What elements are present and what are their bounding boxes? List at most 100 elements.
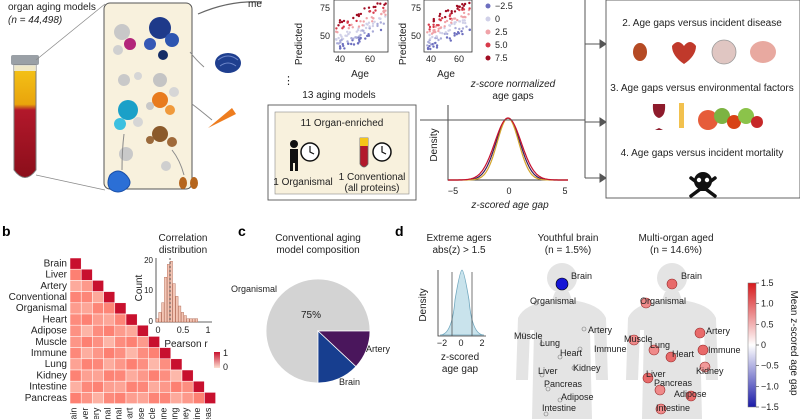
extreme-ylabel: Density [418,288,429,321]
scatter-point [429,47,432,51]
multi-title-1: Multi-organ aged [638,233,713,244]
heatmap-row-label: Liver [45,270,67,281]
heatmap-cell [69,369,82,382]
scatter-point [439,19,442,22]
scatter-point [450,21,453,24]
scatter-point [464,21,467,25]
heatmap-cell [80,291,93,304]
heatmap-cell [69,324,82,337]
organ-marker [571,365,577,371]
scatter-point [366,34,369,38]
scatter-point [432,23,435,26]
heatmap-row-label: Artery [40,281,67,292]
scatter1-points [334,2,387,50]
youthful-title-2: (n = 1.5%) [545,245,591,256]
hist-bar [166,264,170,323]
extreme-xtick-neg2: −2 [437,338,447,348]
heatmap-cell [80,324,93,337]
heatmap-cell [192,392,205,404]
scatter-point [447,29,450,32]
heatmap-cell [125,347,138,360]
scatter-point [458,8,461,12]
scatter-point [460,30,463,33]
heatmap-cell [80,336,93,348]
hist-bars [155,258,198,323]
panel-b: b BrainLiverArteryConventionalOrganismal… [2,223,228,419]
scatter-point [346,40,349,43]
heatmap-col-label: ipose [136,408,146,419]
pie-label-artery: Artery [366,344,391,354]
heatmap-col-label: Artery [91,407,101,419]
organ-label: Adipose [674,389,707,399]
hist-bar [189,318,193,323]
density-title-1: z-score normalized [470,79,556,90]
scatter-point [376,22,379,26]
scatter-point [364,37,367,40]
scatter-point [454,21,457,24]
hist-bar [161,302,165,323]
pie-title-1: Conventional aging [275,233,361,244]
scatter-point [444,31,447,34]
scatter-point [453,10,457,13]
organ-label: Artery [588,325,613,335]
scatter-point [340,38,343,42]
organ-marker [666,278,678,290]
heatmap-cell [69,347,82,360]
organ-marker [699,361,711,373]
scatter-point [347,42,350,45]
scatter-point [431,43,434,46]
heatmap-cell [114,380,127,393]
scatter-point [348,31,351,34]
zlegend-2: 2.5 [495,27,508,37]
scatter-point [426,31,429,34]
cbar-tick-label: −1.5 [761,402,779,412]
scatter-point [432,45,435,48]
heatmap-cell [92,280,104,292]
scatter-point [453,17,457,20]
scatter-point [371,22,375,25]
density-curve-model-A [448,117,568,181]
heatmap-cell [103,392,116,404]
scatter-point [355,13,359,17]
scatter-point [455,33,458,36]
heatmap-cell [148,347,160,360]
scatter-point [384,13,387,16]
scatter-point [363,7,366,10]
heatmap-bottom-labels: BrainLiverArteryonalsmalHeartiposeusclem… [69,407,213,419]
bracket-arrows [420,0,607,183]
kidney-icon [633,43,647,61]
scatter1-ytick-50: 50 [320,31,330,41]
scatter-point [448,37,451,40]
organ-label: Immune [594,344,627,354]
scatter-point [384,2,387,5]
scatter-point [468,28,471,31]
scatter-point [439,37,443,40]
organ-marker [640,297,652,309]
scatter-point [462,4,466,7]
heatmap-cell [69,380,82,393]
cbar-tick-label: 1.0 [761,299,774,309]
organ-marker [557,354,563,360]
scatter-point [458,27,461,31]
heatmap-cell [80,313,93,326]
heat-cbar-0: 0 [223,362,228,372]
scatter-point [359,20,362,23]
scatter-point [338,21,342,24]
scatter-point [468,1,471,5]
organ-marker [642,372,654,384]
organ-label: Brain [681,271,702,281]
hist-xtick-1: 1 [205,325,210,335]
scatter-point [348,24,351,27]
hist-xtick-05: 0.5 [177,325,190,335]
scatter-point [443,25,446,28]
scatter-point [444,9,448,13]
heatmap-col-label: Liver [80,408,90,419]
extreme-xlabel-2: age gap [442,364,479,375]
scatter-point [357,25,361,28]
youthful-title-1: Youthful brain [538,233,599,244]
scatter-point [347,27,350,30]
scatter-point [359,12,363,16]
scatter-point [426,47,430,51]
organ-label: Liver [646,369,666,379]
density-xtick-5: 5 [562,186,567,196]
